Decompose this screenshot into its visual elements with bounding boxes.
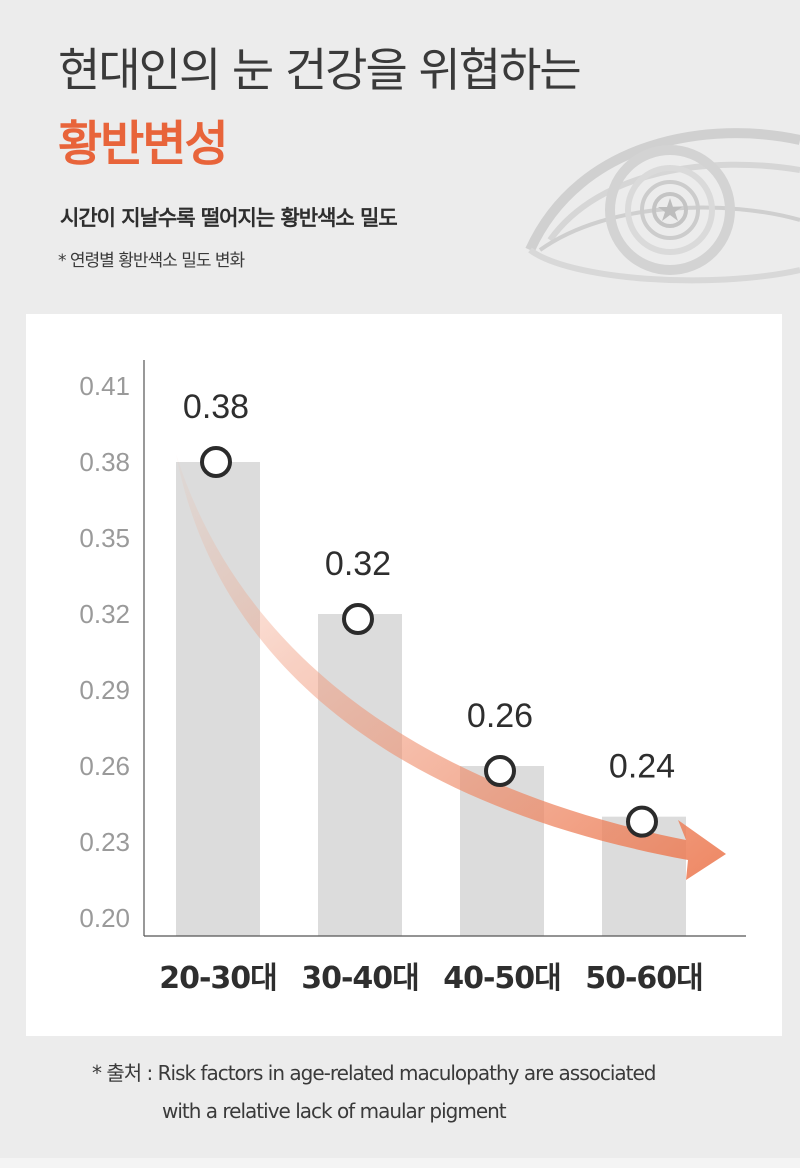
data-point bbox=[342, 603, 374, 635]
source-line-2: with a relative lack of maular pigment bbox=[162, 1099, 507, 1123]
y-tick-label: 0.32 bbox=[79, 599, 130, 629]
eye-icon bbox=[525, 128, 800, 284]
data-label: 0.24 bbox=[609, 748, 675, 786]
data-point bbox=[626, 805, 658, 838]
page-title: 현대인의 눈 건강을 위협하는 bbox=[58, 43, 582, 97]
y-tick-label: 0.26 bbox=[79, 751, 130, 781]
page-title-highlight: 황반변성 bbox=[58, 116, 229, 172]
bar bbox=[176, 462, 260, 936]
y-tick-label: 0.35 bbox=[79, 523, 130, 553]
x-tick-label: 50-60대 bbox=[585, 961, 703, 996]
trend-arrow bbox=[176, 454, 726, 880]
y-tick-label: 0.41 bbox=[79, 371, 130, 401]
data-point bbox=[484, 755, 516, 787]
bar-chart: 0.41 0.38 0.35 0.32 0.29 0.26 0.23 0.20 0.38 0.3… bbox=[79, 360, 746, 996]
chart-note: * 연령별 황반색소 밀도 변화 bbox=[58, 251, 245, 271]
data-label: 0.32 bbox=[325, 545, 391, 583]
x-tick-label: 40-50대 bbox=[443, 961, 561, 996]
bottom-divider bbox=[0, 1158, 800, 1168]
data-point bbox=[200, 446, 232, 478]
y-tick-label: 0.38 bbox=[79, 447, 130, 477]
data-label: 0.26 bbox=[467, 697, 533, 735]
x-tick-label: 30-40대 bbox=[301, 961, 419, 996]
y-tick-label: 0.29 bbox=[79, 675, 130, 705]
bar bbox=[318, 614, 402, 936]
source-line-1: * 출처 : Risk factors in age-related macul… bbox=[92, 1061, 657, 1085]
data-label: 0.38 bbox=[183, 388, 249, 426]
chart-panel: 0.41 0.38 0.35 0.32 0.29 0.26 0.23 0.20 0.38 0.3… bbox=[26, 314, 782, 1036]
y-tick-label: 0.23 bbox=[79, 827, 130, 857]
source-citation: * 출처 : Risk factors in age-related macul… bbox=[92, 1054, 657, 1130]
chart-subtitle: 시간이 지날수록 떨어지는 황반색소 밀도 bbox=[60, 206, 398, 230]
y-tick-label: 0.20 bbox=[79, 903, 130, 933]
x-tick-label: 20-30대 bbox=[159, 961, 277, 996]
